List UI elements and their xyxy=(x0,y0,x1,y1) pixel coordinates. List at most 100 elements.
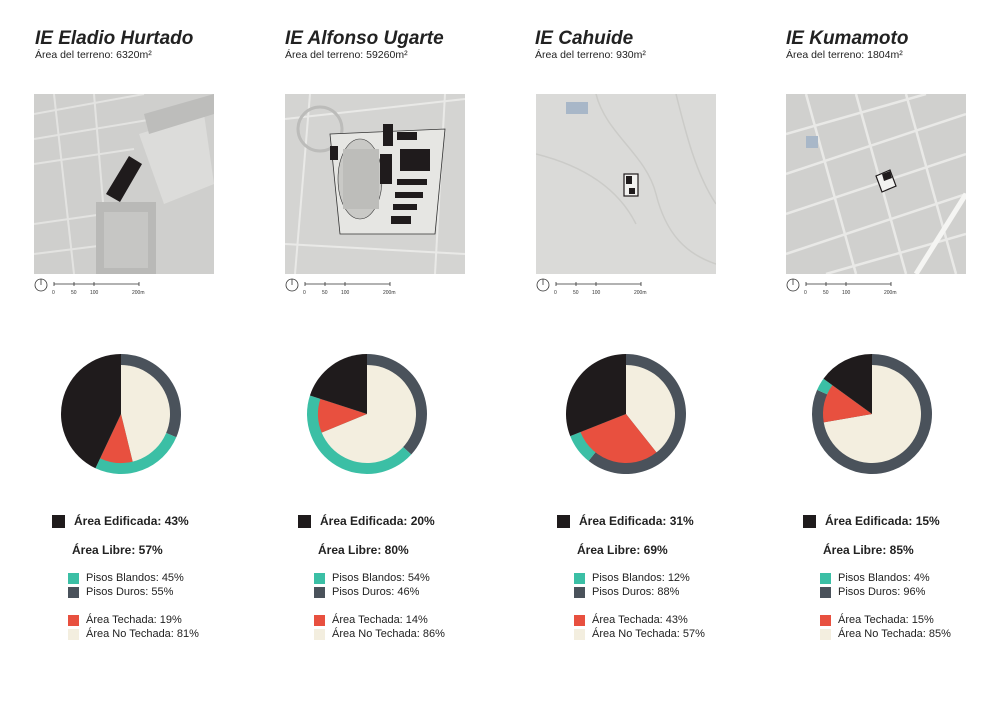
pie-chart xyxy=(61,354,181,474)
swatch-no-techada xyxy=(314,628,325,640)
legend-label: Pisos Blandos: 4% xyxy=(838,572,930,584)
swatch-blandos xyxy=(68,572,79,584)
legend-label: Área Techada: 14% xyxy=(332,614,428,626)
aerial-map xyxy=(536,94,716,274)
aerial-map xyxy=(34,94,214,274)
scale-label: 0 xyxy=(804,290,807,296)
scale-label: 50 xyxy=(322,290,328,296)
school-panel-cahuide: IE Cahuide Área del terreno: 930m² 0 xyxy=(500,0,750,707)
slice-area-techada xyxy=(823,385,872,423)
swatch-edificada xyxy=(803,514,816,528)
swatch-duros xyxy=(314,586,325,598)
legend-no-techada: Área No Techada: 81% xyxy=(68,628,199,640)
map-scale: 0 50 100 200m xyxy=(34,278,164,298)
site-area: Área del terreno: 59260m² xyxy=(285,49,408,61)
swatch-blandos xyxy=(314,572,325,584)
school-panel-kumamoto: IE Kumamoto Área del terreno: 1804m² xyxy=(750,0,1000,707)
swatch-techada xyxy=(68,614,79,626)
map-scale: 0 50 100 200m xyxy=(786,278,916,298)
slice-area-techada xyxy=(100,414,133,463)
school-title: IE Kumamoto xyxy=(786,28,909,49)
legend-techada: Área Techada: 43% xyxy=(574,614,688,626)
swatch-duros xyxy=(68,586,79,598)
scale-label: 50 xyxy=(823,290,829,296)
map-scale: 0 50 100 200m xyxy=(536,278,666,298)
scale-label: 50 xyxy=(573,290,579,296)
legend-no-techada: Área No Techada: 85% xyxy=(820,628,951,640)
legend-label: Área Techada: 43% xyxy=(592,614,688,626)
legend-label: Área Edificada: 20% xyxy=(320,514,435,528)
legend-label: Pisos Duros: 46% xyxy=(332,586,420,598)
scale-label: 0 xyxy=(52,290,55,296)
aerial-map xyxy=(285,94,465,274)
legend-label: Área Techada: 15% xyxy=(838,614,934,626)
scale-label: 0 xyxy=(303,290,306,296)
scale-label: 200m xyxy=(132,290,145,296)
school-panel-alfonso-ugarte: IE Alfonso Ugarte Área del terreno: 5926… xyxy=(250,0,500,707)
swatch-techada xyxy=(820,614,831,626)
pie-chart xyxy=(566,354,686,474)
legend-edificada: Área Edificada: 20% xyxy=(298,514,435,528)
legend-libre: Área Libre: 80% xyxy=(318,543,409,557)
legend-label: Pisos Blandos: 45% xyxy=(86,572,184,584)
school-title: IE Eladio Hurtado xyxy=(35,28,194,49)
swatch-techada xyxy=(574,614,585,626)
site-area: Área del terreno: 1804m² xyxy=(786,49,903,61)
school-panel-eladio-hurtado: IE Eladio Hurtado Área del terreno: 6320… xyxy=(0,0,250,707)
swatch-no-techada xyxy=(820,628,831,640)
legend-techada: Área Techada: 19% xyxy=(68,614,182,626)
legend-duros: Pisos Duros: 96% xyxy=(820,586,925,598)
slice-area-no-techada xyxy=(823,365,921,463)
scale-label: 100 xyxy=(842,290,851,296)
legend-blandos: Pisos Blandos: 4% xyxy=(820,572,930,584)
pie-chart xyxy=(307,354,427,474)
legend-edificada: Área Edificada: 31% xyxy=(557,514,694,528)
legend-label: Área Edificada: 15% xyxy=(825,514,940,528)
swatch-no-techada xyxy=(68,628,79,640)
legend-label: Área Edificada: 43% xyxy=(74,514,189,528)
swatch-duros xyxy=(574,586,585,598)
legend-label: Área Libre: 69% xyxy=(577,543,668,557)
legend-label: Área Techada: 19% xyxy=(86,614,182,626)
swatch-edificada xyxy=(557,514,570,528)
legend-label: Área Libre: 80% xyxy=(318,543,409,557)
pie-chart xyxy=(812,354,932,474)
site-area: Área del terreno: 6320m² xyxy=(35,49,152,61)
slice-area-edificada xyxy=(61,354,121,469)
slice-area-techada xyxy=(580,414,657,463)
legend-label: Área Edificada: 31% xyxy=(579,514,694,528)
legend-blandos: Pisos Blandos: 54% xyxy=(314,572,430,584)
site-area: Área del terreno: 930m² xyxy=(535,49,646,61)
legend-label: Área No Techada: 57% xyxy=(592,628,705,640)
swatch-duros xyxy=(820,586,831,598)
legend-duros: Pisos Duros: 88% xyxy=(574,586,679,598)
legend-edificada: Área Edificada: 43% xyxy=(52,514,189,528)
legend-no-techada: Área No Techada: 86% xyxy=(314,628,445,640)
slice-area-edificada xyxy=(566,354,626,437)
scale-label: 200m xyxy=(634,290,647,296)
swatch-no-techada xyxy=(574,628,585,640)
legend-label: Pisos Duros: 55% xyxy=(86,586,174,598)
aerial-map xyxy=(786,94,966,274)
legend-duros: Pisos Duros: 46% xyxy=(314,586,419,598)
legend-label: Pisos Blandos: 12% xyxy=(592,572,690,584)
swatch-edificada xyxy=(298,514,311,528)
legend-label: Pisos Duros: 88% xyxy=(592,586,680,598)
slice-area-no-techada xyxy=(121,365,170,462)
slice-area-no-techada xyxy=(321,365,416,463)
slice-area-edificada xyxy=(309,354,367,414)
legend-label: Área No Techada: 85% xyxy=(838,628,951,640)
swatch-blandos xyxy=(574,572,585,584)
legend-techada: Área Techada: 15% xyxy=(820,614,934,626)
scale-label: 0 xyxy=(554,290,557,296)
legend-blandos: Pisos Blandos: 45% xyxy=(68,572,184,584)
slice-area-techada xyxy=(318,398,367,433)
legend-techada: Área Techada: 14% xyxy=(314,614,428,626)
legend-label: Área Libre: 57% xyxy=(72,543,163,557)
legend-blandos: Pisos Blandos: 12% xyxy=(574,572,690,584)
scale-label: 200m xyxy=(383,290,396,296)
scale-label: 200m xyxy=(884,290,897,296)
legend-libre: Área Libre: 69% xyxy=(577,543,668,557)
legend-libre: Área Libre: 57% xyxy=(72,543,163,557)
swatch-blandos xyxy=(820,572,831,584)
